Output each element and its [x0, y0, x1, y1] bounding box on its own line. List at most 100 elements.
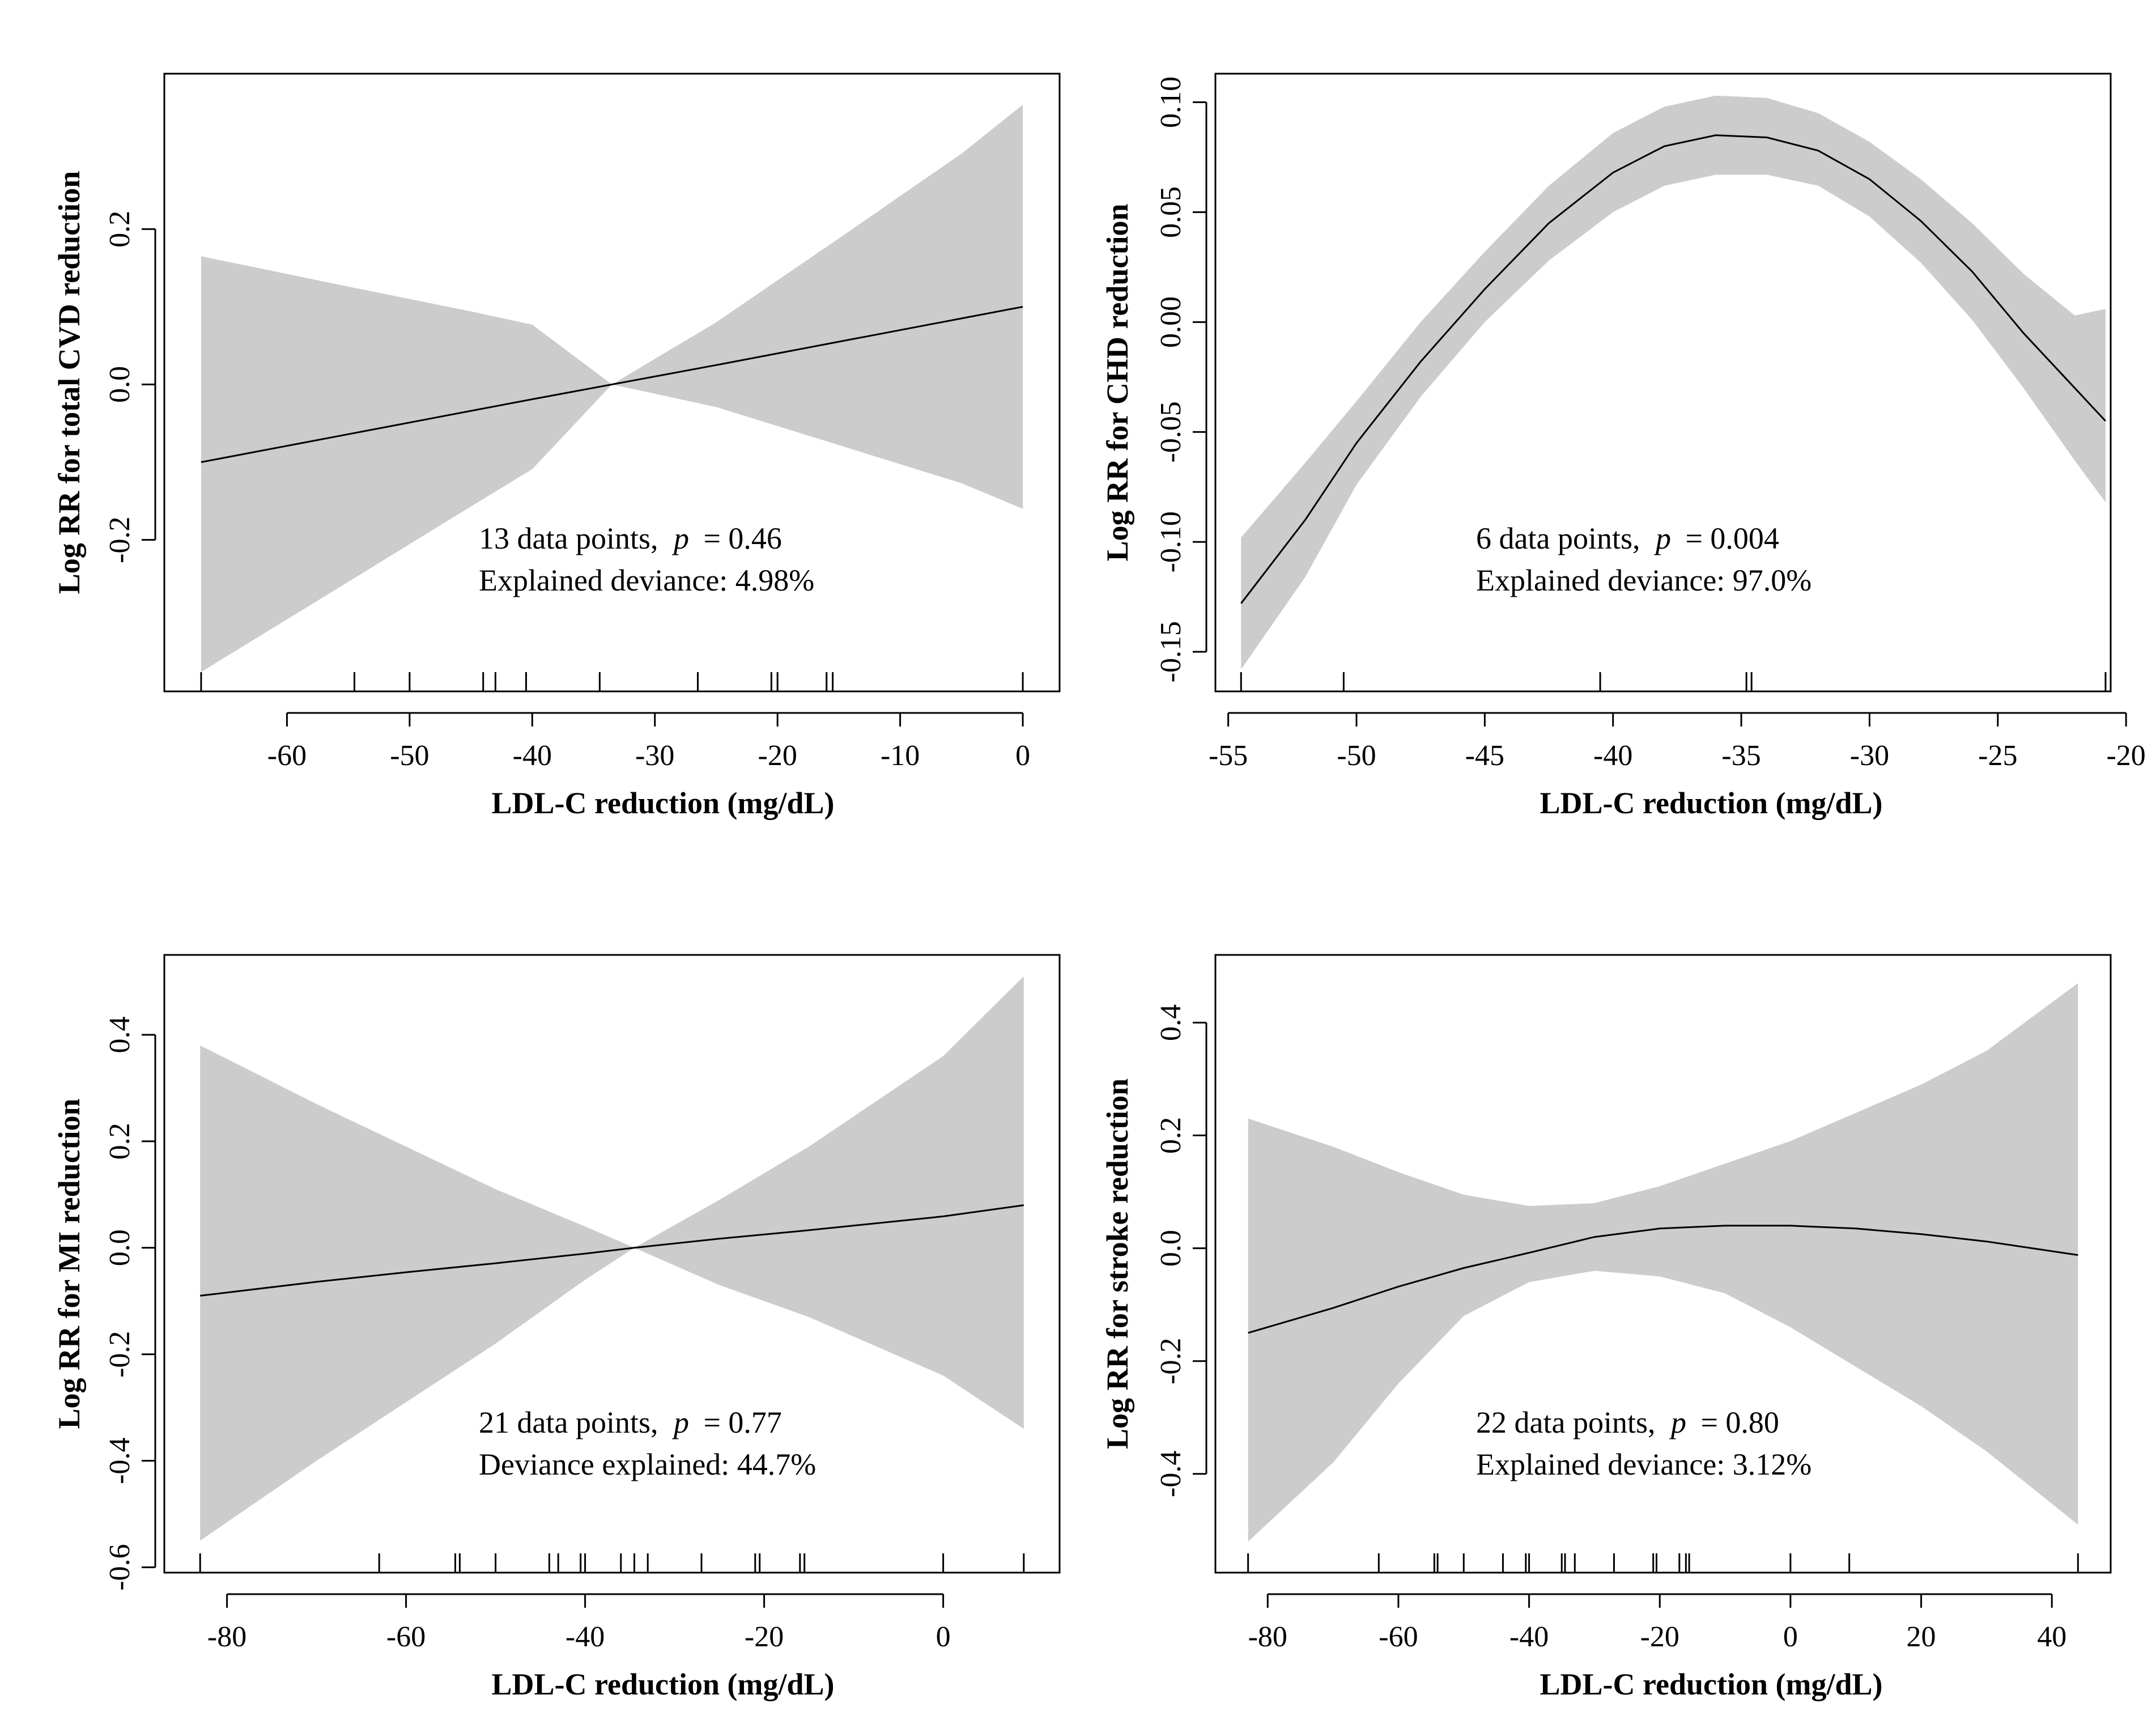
rug-marks: [199, 1553, 1025, 1573]
p-symbol: p: [671, 1405, 689, 1439]
y-tick-label: 0.0: [104, 1229, 136, 1266]
x-tick-label: 0: [1783, 1621, 1798, 1653]
y-tick-label: 0.10: [1155, 77, 1187, 128]
p-value: = 0.80: [1700, 1405, 1779, 1439]
x-tick-label: -60: [386, 1621, 426, 1653]
plot-frame: [163, 954, 1061, 1574]
x-axis: -55 -50 -45 -40 -35 -30 -25 -20: [1209, 712, 2146, 772]
x-tick-label: -55: [1209, 740, 1248, 772]
x-tick-label: -40: [513, 740, 552, 772]
deviance-label: Explained deviance: 97.0%: [1476, 563, 1811, 597]
y-tick-label: -0.15: [1155, 621, 1187, 682]
x-axis: -80 -60 -40 -20 0 20 40: [1248, 1593, 2066, 1653]
y-tick-label: -0.2: [1155, 1338, 1187, 1384]
y-axis-title: Log RR for stroke reduction: [1100, 1078, 1134, 1449]
y-axis: -0.4 -0.2 0.0 0.2 0.4: [1155, 1004, 1207, 1497]
plot-frame: [1214, 954, 2112, 1574]
x-tick-label: -40: [1509, 1621, 1549, 1653]
y-tick-label: 0.2: [1155, 1117, 1187, 1154]
rug-marks: [200, 672, 1024, 691]
x-tick-label: -20: [745, 1621, 784, 1653]
x-tick-label: -30: [635, 740, 674, 772]
x-tick-label: -60: [1379, 1621, 1418, 1653]
p-value: = 0.004: [1685, 521, 1779, 555]
confidence-band: [200, 976, 1024, 1541]
x-axis-title: LDL-C reduction (mg/dL): [1540, 786, 1882, 820]
svg-text:22 data points, p: 22 data points, p = 0.80: [1476, 1405, 1779, 1439]
plot-frame: [1214, 73, 2112, 693]
x-axis-title: LDL-C reduction (mg/dL): [1540, 1667, 1882, 1701]
y-tick-label: 0.0: [104, 366, 136, 403]
fitted-line: [1248, 1225, 2078, 1334]
x-axis: -60 -50 -40 -30 -20 -10 0: [267, 712, 1030, 772]
svg-text:13 data points, p: 13 data points, p = 0.46: [479, 521, 782, 555]
y-tick-label: 0.00: [1155, 296, 1187, 348]
x-tick-label: -60: [267, 740, 307, 772]
stats-annotation: 6 data points, p = 0.004 Explained devia…: [1476, 521, 1811, 597]
y-tick-label: -0.4: [104, 1438, 136, 1484]
y-axis-title: Log RR for MI reduction: [52, 1099, 86, 1429]
x-tick-label: -35: [1721, 740, 1760, 772]
svg-text:21 data points, p: 21 data points, p = 0.77: [479, 1405, 782, 1439]
y-tick-label: 0.05: [1155, 186, 1187, 238]
y-tick-label: 0.0: [1155, 1230, 1187, 1267]
y-tick-label: -0.2: [104, 516, 136, 563]
x-tick-label: -80: [207, 1621, 246, 1653]
p-symbol: p: [1653, 521, 1671, 555]
data-points-label: 21 data points,: [479, 1405, 658, 1439]
stats-annotation: 22 data points, p = 0.80 Explained devia…: [1476, 1405, 1811, 1481]
x-tick-label: 0: [936, 1621, 951, 1653]
y-tick-label: 0.2: [104, 211, 136, 248]
deviance-label: Deviance explained: 44.7%: [479, 1447, 816, 1481]
x-tick-label: 20: [1907, 1621, 1936, 1653]
p-symbol: p: [1669, 1405, 1686, 1439]
p-value: = 0.77: [703, 1405, 781, 1439]
panel-mi: -80 -60 -40 -20 0 -0.6 -0.4 -0.2 0.0 0.2 0.4 LDL-…: [52, 954, 1061, 1701]
y-tick-label: -0.4: [1155, 1451, 1187, 1497]
x-tick-label: -50: [390, 740, 429, 772]
y-tick-label: 0.4: [104, 1016, 136, 1053]
deviance-label: Explained deviance: 3.12%: [1476, 1447, 1811, 1481]
stats-annotation: 21 data points, p = 0.77 Deviance explai…: [479, 1405, 816, 1481]
y-tick-label: -0.10: [1155, 511, 1187, 572]
data-points-label: 13 data points,: [479, 521, 658, 555]
deviance-label: Explained deviance: 4.98%: [479, 563, 814, 597]
y-tick-label: 0.4: [1155, 1004, 1187, 1041]
x-tick-label: -50: [1337, 740, 1376, 772]
x-tick-label: -45: [1465, 740, 1504, 772]
confidence-band: [1241, 95, 2106, 670]
fitted-line: [201, 305, 1023, 463]
x-tick-label: -10: [881, 740, 920, 772]
data-points-label: 6 data points,: [1476, 521, 1640, 555]
rug-marks: [1240, 672, 2107, 691]
panel-total-cvd: -60 -50 -40 -30 -20 -10 0 -0.2 0.0 0.2 LDL-C red…: [52, 73, 1061, 820]
plot-frame: [163, 73, 1061, 693]
data-points-label: 22 data points,: [1476, 1405, 1655, 1439]
y-axis: -0.2 0.0 0.2: [104, 211, 156, 563]
rug-marks: [1247, 1553, 2079, 1573]
x-tick-label: -20: [758, 740, 797, 772]
x-axis: -80 -60 -40 -20 0: [207, 1593, 951, 1653]
stats-annotation: 13 data points, p = 0.46 Explained devia…: [479, 521, 814, 597]
p-symbol: p: [671, 521, 689, 555]
x-tick-label: 0: [1015, 740, 1030, 772]
x-axis-title: LDL-C reduction (mg/dL): [491, 1667, 834, 1701]
x-axis-title: LDL-C reduction (mg/dL): [491, 786, 834, 820]
confidence-band: [201, 104, 1023, 672]
x-tick-label: -80: [1248, 1621, 1287, 1653]
panel-chd: -55 -50 -45 -40 -35 -30 -25 -20 -0.15 -0.10 -0.05…: [1100, 73, 2146, 820]
y-tick-label: -0.05: [1155, 401, 1187, 462]
x-tick-label: -40: [565, 1621, 605, 1653]
p-value: = 0.46: [703, 521, 781, 555]
x-tick-label: -20: [2106, 740, 2145, 772]
y-tick-label: -0.6: [104, 1544, 136, 1590]
x-tick-label: -25: [1978, 740, 2017, 772]
y-axis: -0.15 -0.10 -0.05 0.00 0.05 0.10: [1155, 77, 1207, 682]
fitted-line: [1240, 134, 2106, 604]
y-axis-title: Log RR for total CVD reduction: [52, 171, 86, 594]
panel-stroke: -80 -60 -40 -20 0 20 40 -0.4 -0.2 0.0 0.2 0.4 LDL-…: [1100, 954, 2112, 1701]
confidence-band: [1248, 983, 2078, 1542]
x-tick-label: -40: [1593, 740, 1632, 772]
x-tick-label: -30: [1850, 740, 1889, 772]
